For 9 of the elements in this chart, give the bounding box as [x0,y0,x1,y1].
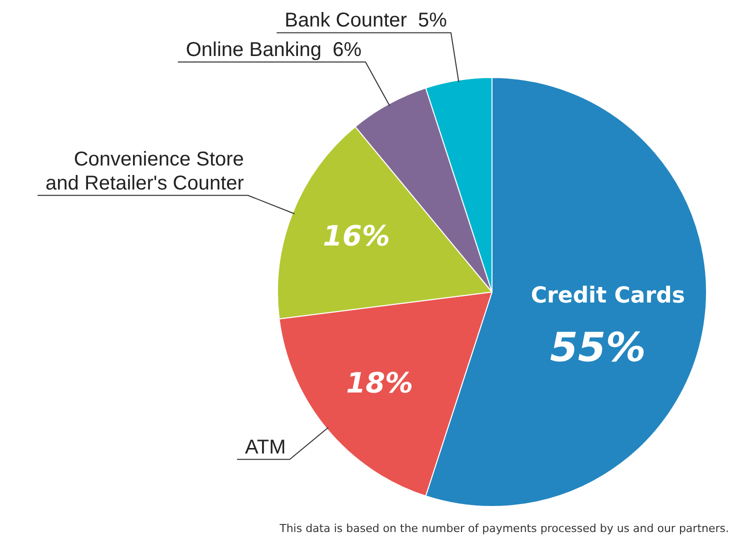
text: This data is based on the number of payments processed by us and our partners. [278,522,729,535]
slice-label: Bank Counter 5% [284,10,448,32]
slice-label: ATM [245,436,286,458]
slice-label: Online Banking 6% [186,38,362,61]
slice-label: Convenience Store and Retailer's Counter [46,148,244,194]
data-label: 55% [550,325,646,372]
slice-label: Credit Cards [530,283,685,308]
data-label: 16% [322,220,390,253]
data-label: 18% [346,366,414,400]
